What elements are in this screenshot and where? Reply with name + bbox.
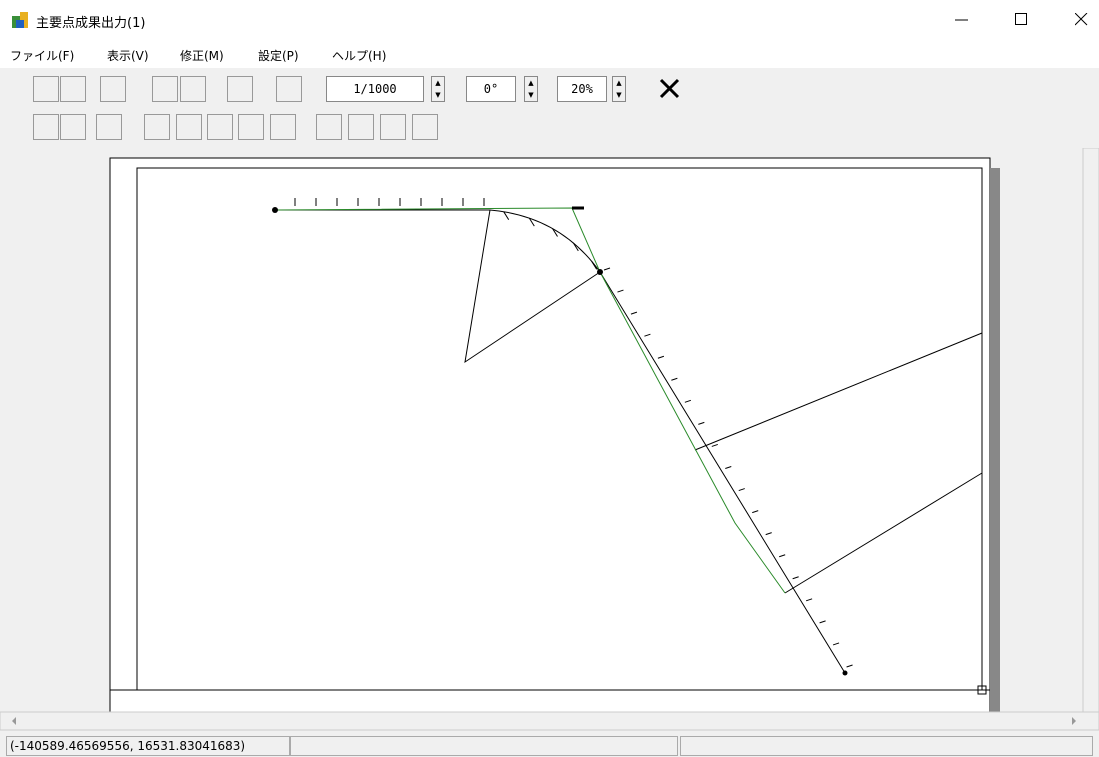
horizontal-scrollbar[interactable] xyxy=(0,712,1099,730)
toolbar-button[interactable] xyxy=(60,114,86,140)
menu-item[interactable]: ファイル(F) xyxy=(10,47,74,64)
menu-bar: ファイル(F) 表示(V) 修正(M) 設定(P) ヘルプ(H) xyxy=(0,40,1099,68)
key-point xyxy=(597,269,603,275)
scale-field[interactable]: 1/1000 xyxy=(326,76,424,102)
toolbar-button[interactable] xyxy=(60,76,86,102)
toolbar-button[interactable] xyxy=(152,76,178,102)
toolbar-button[interactable] xyxy=(238,114,264,140)
toolbar-button[interactable] xyxy=(96,114,122,140)
close-button[interactable] xyxy=(1075,13,1089,27)
start-point xyxy=(272,207,278,213)
paper-shadow xyxy=(990,168,1000,713)
window-title: 主要点成果出力(1) xyxy=(36,12,145,31)
end-point xyxy=(843,671,848,676)
menu-item[interactable]: 設定(P) xyxy=(258,47,299,64)
zoom-field[interactable]: 20% xyxy=(557,76,607,102)
paper-inner xyxy=(137,168,982,690)
scale-spinner[interactable]: ▲▼ xyxy=(431,76,445,102)
toolbar-button[interactable] xyxy=(227,76,253,102)
maximize-button[interactable] xyxy=(1015,13,1029,27)
angle-field[interactable]: 0° xyxy=(466,76,516,102)
minimize-button[interactable] xyxy=(955,12,969,26)
coordinates: (-140589.46569556, 16531.83041683) xyxy=(6,736,290,756)
toolbar-button[interactable] xyxy=(380,114,406,140)
menu-item[interactable]: 修正(M) xyxy=(180,47,224,64)
zoom-spinner[interactable]: ▲▼ xyxy=(612,76,626,102)
toolbar-button[interactable] xyxy=(180,76,206,102)
status-pane xyxy=(680,736,1093,756)
cancel-button[interactable] xyxy=(658,78,682,100)
toolbar-button[interactable] xyxy=(144,114,170,140)
toolbar-button[interactable] xyxy=(316,114,342,140)
title-bar: 主要点成果出力(1) xyxy=(0,0,1099,40)
menu-item[interactable]: ヘルプ(H) xyxy=(332,47,386,64)
toolbar-button[interactable] xyxy=(207,114,233,140)
vertical-scrollbar[interactable] xyxy=(1083,148,1099,712)
toolbar-button[interactable] xyxy=(100,76,126,102)
drawing-area xyxy=(0,148,1099,734)
toolbar-button[interactable] xyxy=(33,76,59,102)
window: 主要点成果出力(1) ファイル(F) 表示(V) 修正(M) 設定(P) ヘルプ… xyxy=(0,0,1099,757)
toolbar-button[interactable] xyxy=(412,114,438,140)
toolbar-button[interactable] xyxy=(270,114,296,140)
status-pane xyxy=(290,736,678,756)
toolbar-button[interactable] xyxy=(276,76,302,102)
app-icon xyxy=(12,12,30,28)
menu-item[interactable]: 表示(V) xyxy=(107,47,149,64)
status-bar: (-140589.46569556, 16531.83041683) xyxy=(0,734,1099,757)
angle-spinner[interactable]: ▲▼ xyxy=(524,76,538,102)
toolbar-button[interactable] xyxy=(348,114,374,140)
toolbar-button[interactable] xyxy=(176,114,202,140)
toolbar-button[interactable] xyxy=(33,114,59,140)
